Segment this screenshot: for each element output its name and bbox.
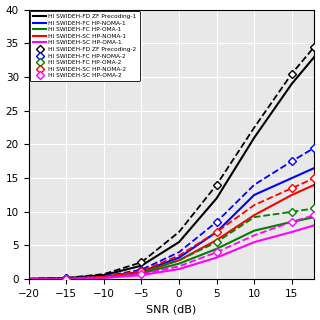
- HI SWIDEH-SC HP-NOMA-1: [64, 277, 68, 281]
- HI SWIDEH-FC HP-NOMA-1: [27, 277, 30, 281]
- HI SWIDEH-FC HP-OMA-1: [177, 262, 181, 266]
- HI SWIDEH-FD ZF Precoding-2: [215, 183, 219, 187]
- HI SWIDEH-FC HP-OMA-2: [290, 210, 294, 214]
- Legend: HI SWIDEH-FD ZF Precoding-1, HI SWIDEH-FC HP-NOMA-1, HI SWIDEH-FC HP-OMA-1, HI S: HI SWIDEH-FD ZF Precoding-1, HI SWIDEH-F…: [30, 11, 140, 81]
- HI SWIDEH-FC HP-OMA-1: [290, 220, 294, 224]
- Line: HI SWIDEH-SC HP-OMA-1: HI SWIDEH-SC HP-OMA-1: [28, 225, 315, 279]
- Line: HI SWIDEH-SC HP-OMA-2: HI SWIDEH-SC HP-OMA-2: [63, 212, 317, 282]
- HI SWIDEH-FC HP-NOMA-1: [177, 256, 181, 260]
- HI SWIDEH-SC HP-NOMA-2: [140, 269, 143, 273]
- HI SWIDEH-FD ZF Precoding-1: [252, 136, 256, 140]
- HI SWIDEH-SC HP-NOMA-2: [290, 186, 294, 190]
- HI SWIDEH-SC HP-NOMA-1: [177, 258, 181, 262]
- HI SWIDEH-FC HP-NOMA-2: [140, 268, 143, 272]
- HI SWIDEH-FC HP-NOMA-2: [313, 146, 316, 150]
- HI SWIDEH-FC HP-NOMA-1: [215, 230, 219, 234]
- HI SWIDEH-FC HP-NOMA-2: [215, 220, 219, 224]
- HI SWIDEH-FD ZF Precoding-2: [64, 276, 68, 280]
- Line: HI SWIDEH-FC HP-NOMA-1: HI SWIDEH-FC HP-NOMA-1: [28, 168, 315, 279]
- HI SWIDEH-FD ZF Precoding-1: [102, 273, 106, 277]
- Line: HI SWIDEH-SC HP-NOMA-1: HI SWIDEH-SC HP-NOMA-1: [28, 185, 315, 279]
- HI SWIDEH-SC HP-OMA-1: [313, 223, 316, 227]
- HI SWIDEH-FD ZF Precoding-1: [140, 264, 143, 268]
- HI SWIDEH-FC HP-OMA-1: [64, 277, 68, 281]
- HI SWIDEH-FD ZF Precoding-1: [64, 276, 68, 280]
- HI SWIDEH-FC HP-OMA-1: [252, 229, 256, 233]
- Line: HI SWIDEH-FD ZF Precoding-1: HI SWIDEH-FD ZF Precoding-1: [28, 57, 315, 279]
- HI SWIDEH-FD ZF Precoding-1: [177, 240, 181, 244]
- HI SWIDEH-SC HP-NOMA-2: [64, 277, 68, 281]
- HI SWIDEH-FC HP-OMA-2: [140, 270, 143, 274]
- HI SWIDEH-SC HP-OMA-1: [64, 277, 68, 281]
- HI SWIDEH-SC HP-OMA-1: [290, 230, 294, 234]
- HI SWIDEH-SC HP-OMA-2: [64, 277, 68, 281]
- HI SWIDEH-FC HP-NOMA-2: [290, 159, 294, 163]
- HI SWIDEH-FC HP-OMA-1: [215, 247, 219, 251]
- HI SWIDEH-FD ZF Precoding-2: [140, 260, 143, 264]
- HI SWIDEH-FC HP-NOMA-1: [140, 270, 143, 274]
- HI SWIDEH-SC HP-OMA-2: [313, 213, 316, 217]
- HI SWIDEH-FD ZF Precoding-2: [290, 72, 294, 76]
- HI SWIDEH-SC HP-OMA-1: [177, 267, 181, 271]
- HI SWIDEH-SC HP-NOMA-2: [313, 176, 316, 180]
- HI SWIDEH-FC HP-OMA-2: [215, 240, 219, 244]
- HI SWIDEH-FC HP-OMA-2: [64, 277, 68, 281]
- Line: HI SWIDEH-FC HP-OMA-2: HI SWIDEH-FC HP-OMA-2: [63, 206, 317, 282]
- HI SWIDEH-FC HP-NOMA-2: [64, 276, 68, 280]
- HI SWIDEH-SC HP-NOMA-1: [140, 270, 143, 274]
- Line: HI SWIDEH-FD ZF Precoding-2: HI SWIDEH-FD ZF Precoding-2: [63, 44, 317, 281]
- HI SWIDEH-FD ZF Precoding-2: [313, 45, 316, 49]
- HI SWIDEH-SC HP-OMA-2: [290, 220, 294, 224]
- HI SWIDEH-SC HP-OMA-1: [102, 276, 106, 280]
- HI SWIDEH-FC HP-NOMA-1: [64, 277, 68, 281]
- HI SWIDEH-SC HP-NOMA-1: [102, 275, 106, 279]
- HI SWIDEH-FC HP-OMA-2: [313, 206, 316, 210]
- HI SWIDEH-SC HP-OMA-1: [140, 273, 143, 277]
- HI SWIDEH-SC HP-OMA-2: [215, 250, 219, 254]
- HI SWIDEH-SC HP-NOMA-2: [215, 230, 219, 234]
- HI SWIDEH-SC HP-NOMA-1: [313, 183, 316, 187]
- Line: HI SWIDEH-SC HP-NOMA-2: HI SWIDEH-SC HP-NOMA-2: [63, 175, 317, 281]
- HI SWIDEH-SC HP-NOMA-1: [252, 213, 256, 217]
- HI SWIDEH-FC HP-NOMA-1: [313, 166, 316, 170]
- HI SWIDEH-SC HP-NOMA-1: [290, 193, 294, 197]
- HI SWIDEH-FC HP-NOMA-1: [252, 193, 256, 197]
- HI SWIDEH-SC HP-OMA-1: [252, 240, 256, 244]
- HI SWIDEH-SC HP-OMA-1: [215, 256, 219, 260]
- HI SWIDEH-FD ZF Precoding-1: [313, 55, 316, 59]
- X-axis label: SNR (dB): SNR (dB): [146, 304, 196, 315]
- HI SWIDEH-SC HP-NOMA-1: [215, 238, 219, 242]
- Line: HI SWIDEH-FC HP-NOMA-2: HI SWIDEH-FC HP-NOMA-2: [63, 145, 317, 281]
- HI SWIDEH-FC HP-OMA-1: [102, 275, 106, 279]
- HI SWIDEH-FC HP-OMA-1: [313, 215, 316, 219]
- HI SWIDEH-FD ZF Precoding-1: [290, 82, 294, 86]
- HI SWIDEH-SC HP-OMA-1: [27, 277, 30, 281]
- HI SWIDEH-SC HP-NOMA-1: [27, 277, 30, 281]
- Line: HI SWIDEH-FC HP-OMA-1: HI SWIDEH-FC HP-OMA-1: [28, 217, 315, 279]
- HI SWIDEH-FC HP-OMA-1: [27, 277, 30, 281]
- HI SWIDEH-FC HP-NOMA-1: [290, 176, 294, 180]
- HI SWIDEH-FC HP-OMA-1: [140, 271, 143, 275]
- HI SWIDEH-SC HP-OMA-2: [140, 272, 143, 276]
- HI SWIDEH-FD ZF Precoding-1: [27, 277, 30, 281]
- HI SWIDEH-FC HP-NOMA-1: [102, 275, 106, 279]
- HI SWIDEH-FD ZF Precoding-1: [215, 196, 219, 200]
